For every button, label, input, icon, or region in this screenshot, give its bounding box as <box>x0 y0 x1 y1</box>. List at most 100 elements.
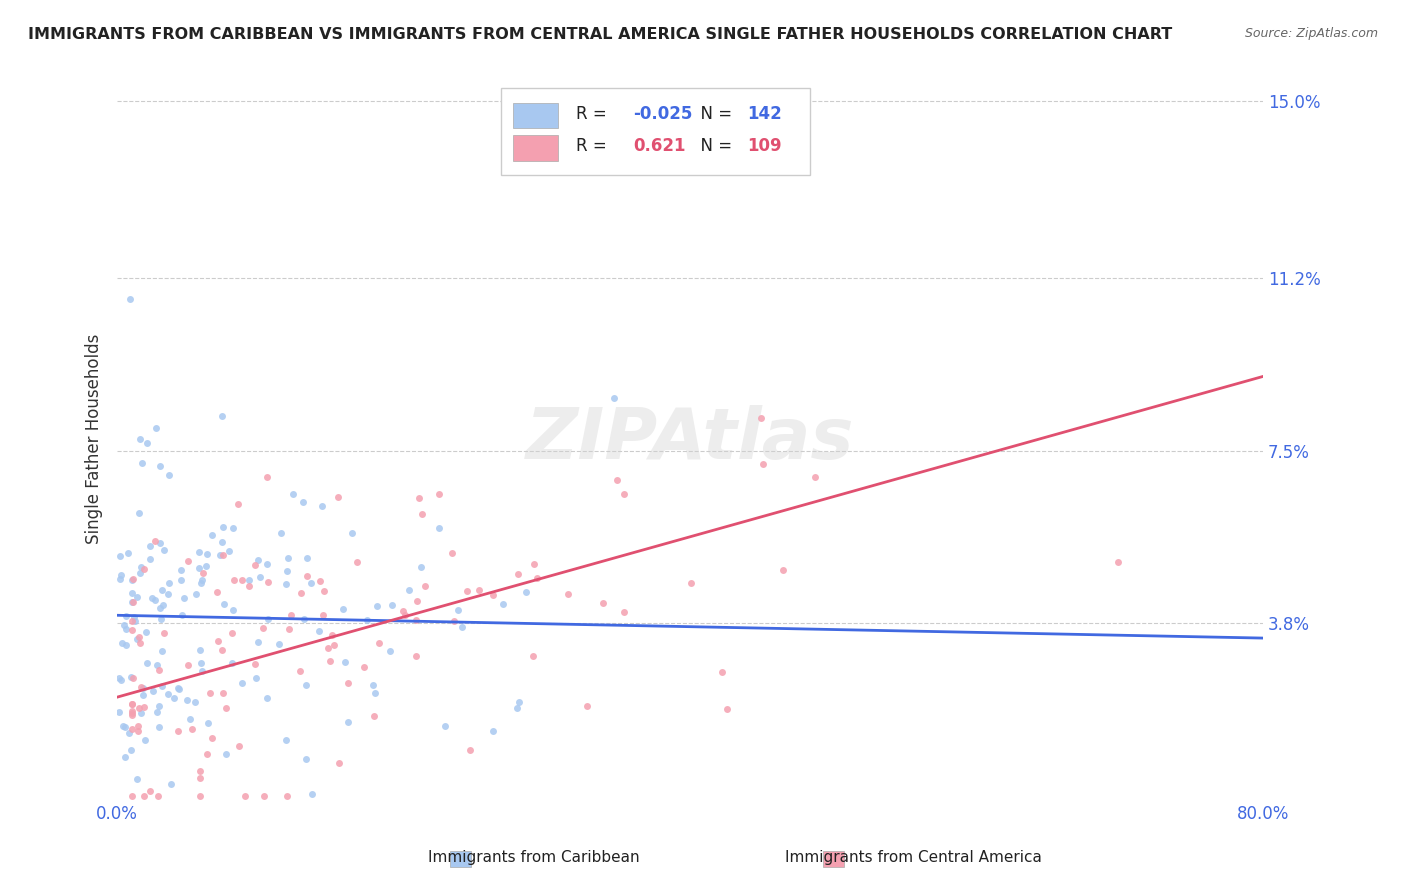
Point <box>162 690 184 705</box>
Point <box>280 608 302 623</box>
Point <box>129 560 152 574</box>
Point <box>290 664 312 678</box>
Point <box>295 752 318 766</box>
Point <box>526 570 548 584</box>
Point <box>427 487 450 501</box>
Point <box>177 554 200 568</box>
Point <box>363 709 385 723</box>
Point <box>238 579 260 593</box>
Point <box>367 636 389 650</box>
Point <box>309 574 332 588</box>
FancyBboxPatch shape <box>513 103 558 128</box>
Point <box>121 704 143 718</box>
Point <box>456 583 478 598</box>
Point <box>515 584 537 599</box>
Point <box>170 573 193 587</box>
Point <box>283 486 305 500</box>
Point <box>128 506 150 520</box>
Point <box>406 594 429 608</box>
Point <box>277 622 299 636</box>
Point <box>150 583 173 598</box>
Point <box>506 567 529 582</box>
Point <box>221 656 243 670</box>
Point <box>177 658 200 673</box>
Point <box>506 700 529 714</box>
Point <box>121 707 143 722</box>
Point <box>145 658 167 673</box>
Point <box>197 716 219 731</box>
Point <box>211 535 233 549</box>
Point <box>166 681 188 695</box>
Point <box>150 644 173 658</box>
Point <box>111 636 134 650</box>
Point <box>129 566 152 581</box>
Point <box>190 576 212 591</box>
Point <box>184 587 207 601</box>
Point <box>804 470 827 484</box>
Point <box>159 576 181 591</box>
Point <box>378 644 401 658</box>
Point <box>337 676 360 690</box>
Point <box>211 520 233 534</box>
Point <box>191 664 214 678</box>
Point <box>195 747 218 761</box>
Point <box>246 635 269 649</box>
Point <box>451 620 474 634</box>
Point <box>129 635 152 649</box>
Point <box>772 563 794 577</box>
Point <box>139 552 162 566</box>
Point <box>749 411 772 425</box>
Point <box>342 525 364 540</box>
Point <box>121 594 143 608</box>
Text: Source: ZipAtlas.com: Source: ZipAtlas.com <box>1244 27 1378 40</box>
Point <box>394 608 416 623</box>
Point <box>214 597 236 611</box>
Point <box>125 591 148 605</box>
Point <box>245 558 267 572</box>
Point <box>468 582 491 597</box>
Point <box>295 678 318 692</box>
Point <box>233 789 256 803</box>
Text: Immigrants from Central America: Immigrants from Central America <box>786 850 1042 865</box>
Point <box>121 789 143 803</box>
Point <box>127 772 149 787</box>
Point <box>752 458 775 472</box>
Point <box>124 610 146 624</box>
Point <box>132 561 155 575</box>
Point <box>274 732 297 747</box>
Point <box>218 544 240 558</box>
Point <box>146 789 169 803</box>
Point <box>211 409 233 424</box>
Point <box>125 632 148 646</box>
Point <box>201 731 224 746</box>
Point <box>299 576 322 591</box>
Point <box>108 572 131 586</box>
Point <box>321 627 343 641</box>
Point <box>405 648 427 663</box>
Point <box>180 722 202 736</box>
FancyBboxPatch shape <box>501 88 810 175</box>
Point <box>256 690 278 705</box>
Point <box>195 547 218 561</box>
Point <box>292 611 315 625</box>
Point <box>135 435 157 450</box>
Point <box>408 491 430 506</box>
Point <box>111 719 134 733</box>
Point <box>139 539 162 553</box>
Point <box>613 487 636 501</box>
Point <box>115 622 138 636</box>
Point <box>188 643 211 657</box>
Point <box>291 495 314 509</box>
Point <box>557 587 579 601</box>
Point <box>222 573 245 587</box>
Point <box>149 601 172 615</box>
Point <box>391 604 413 618</box>
Point <box>716 702 738 716</box>
Point <box>413 579 436 593</box>
Point <box>238 573 260 587</box>
Point <box>267 637 290 651</box>
Text: Immigrants from Caribbean: Immigrants from Caribbean <box>429 850 640 865</box>
Text: 109: 109 <box>748 137 782 155</box>
FancyBboxPatch shape <box>513 136 558 161</box>
Text: IMMIGRANTS FROM CARIBBEAN VS IMMIGRANTS FROM CENTRAL AMERICA SINGLE FATHER HOUSE: IMMIGRANTS FROM CARIBBEAN VS IMMIGRANTS … <box>28 27 1173 42</box>
